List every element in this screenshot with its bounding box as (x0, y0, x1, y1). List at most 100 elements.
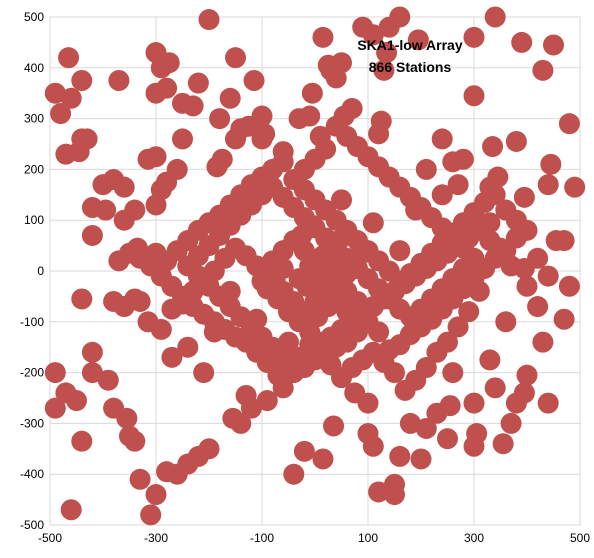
station-point (442, 362, 464, 384)
station-point (328, 230, 350, 252)
station-point (211, 148, 233, 170)
station-point (452, 148, 474, 170)
station-point (527, 296, 549, 318)
station-point (564, 176, 586, 198)
station-point (484, 377, 506, 399)
station-point (312, 448, 334, 470)
station-point (537, 265, 559, 287)
station-point (540, 153, 562, 175)
y-tick-label: 400 (24, 61, 44, 75)
station-point (492, 433, 514, 455)
station-point (378, 339, 400, 361)
station-point (108, 70, 130, 91)
station-point (97, 369, 119, 391)
y-tick-label: 300 (24, 112, 44, 126)
station-point (357, 423, 379, 445)
station-point (150, 318, 172, 340)
y-tick-label: -300 (20, 416, 44, 430)
station-point (203, 321, 225, 343)
station-point (113, 176, 135, 198)
station-point (60, 499, 82, 521)
station-point (410, 448, 432, 470)
station-point (463, 435, 485, 457)
y-tick-label: -500 (20, 518, 44, 532)
station-point (426, 341, 448, 363)
station-point (543, 34, 564, 56)
station-point (482, 136, 504, 158)
station-point (280, 290, 302, 312)
station-point (479, 349, 501, 371)
station-point (129, 290, 151, 312)
x-tick-label: -500 (38, 531, 62, 545)
x-tick-label: -300 (144, 531, 168, 545)
station-point (323, 415, 345, 437)
station-point (558, 113, 580, 135)
station-point (161, 346, 183, 368)
station-point (331, 52, 352, 74)
station-point (431, 128, 453, 150)
station-point (495, 311, 517, 333)
station-point (251, 105, 273, 127)
station-point (415, 158, 437, 180)
station-point (95, 199, 117, 221)
station-point (511, 31, 533, 53)
station-point (272, 151, 294, 173)
station-point (389, 6, 411, 28)
x-tick-label: 300 (464, 531, 484, 545)
station-point (222, 407, 244, 429)
station-point (532, 59, 554, 81)
station-point (71, 430, 93, 452)
station-point (71, 128, 93, 150)
station-point (487, 166, 509, 188)
station-point (384, 473, 405, 495)
station-point (44, 362, 66, 384)
station-point (368, 481, 390, 503)
chart-subtitle: 866 Stations (369, 59, 452, 75)
station-point (500, 412, 522, 434)
station-point (307, 306, 329, 328)
station-point (532, 331, 554, 353)
station-point (243, 70, 265, 91)
y-tick-label: 100 (24, 213, 44, 227)
station-point (177, 336, 199, 358)
station-point (447, 174, 469, 196)
station-point (405, 199, 427, 221)
station-point (389, 240, 411, 262)
station-point (479, 230, 501, 252)
x-tick-label: -100 (250, 531, 274, 545)
station-point (299, 105, 321, 127)
station-point (479, 212, 501, 234)
station-point (537, 392, 559, 414)
station-point (256, 390, 278, 412)
station-point (81, 362, 103, 384)
x-tick-label: 500 (570, 531, 590, 545)
station-point (256, 278, 278, 300)
x-axis-ticks: -500 -300 -100 100 300 500 (38, 531, 590, 545)
station-point (352, 242, 374, 264)
station-point (553, 308, 575, 330)
station-point (246, 308, 268, 330)
station-point (394, 379, 416, 401)
station-point (55, 382, 77, 404)
station-point (426, 402, 448, 424)
station-point (415, 417, 437, 439)
station-point (278, 331, 299, 353)
station-point (558, 275, 580, 297)
station-point (463, 85, 485, 107)
station-point (362, 212, 384, 234)
station-point (331, 189, 352, 211)
station-point (129, 468, 151, 490)
station-point (209, 108, 231, 130)
station-point (198, 9, 220, 31)
x-tick-label: 100 (358, 531, 378, 545)
station-point (325, 115, 347, 137)
station-point (44, 397, 66, 419)
y-tick-label: 0 (37, 264, 44, 278)
station-point (145, 146, 167, 168)
station-point (505, 130, 527, 152)
data-points (44, 6, 586, 526)
station-point (505, 392, 527, 414)
station-point (219, 280, 241, 302)
station-point (537, 174, 559, 196)
